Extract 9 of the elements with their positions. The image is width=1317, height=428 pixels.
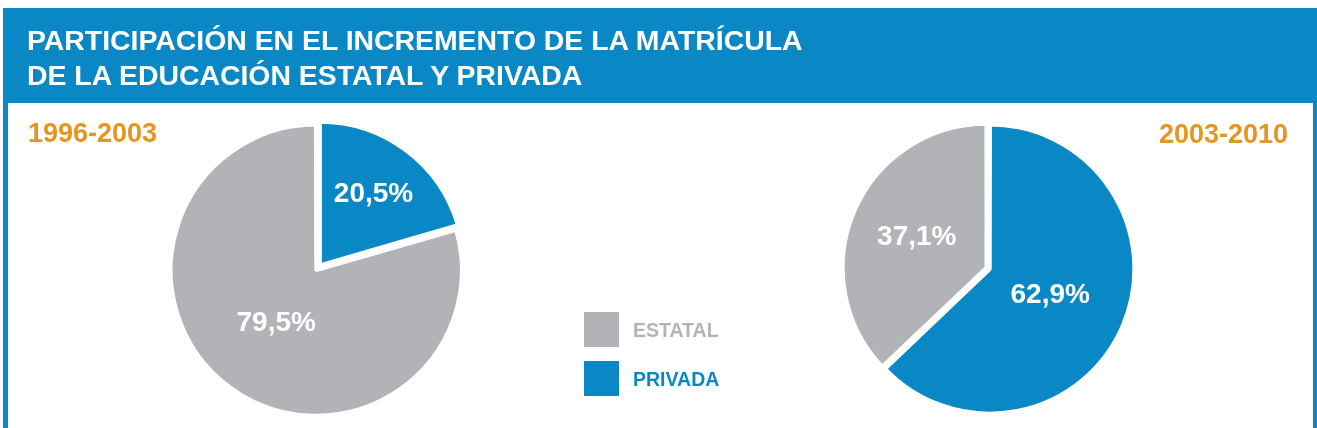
chart-title: PARTICIPACIÓN EN EL INCREMENTO DE LA MATRÍCULA DE LA EDUCACIÓN ESTATAL Y PRIVADA bbox=[27, 23, 803, 93]
legend-label: PRIVADA bbox=[633, 367, 720, 390]
data-label: 37,1% bbox=[877, 219, 957, 251]
data-label: 79,5% bbox=[236, 305, 316, 337]
slice-label: 1996-2003 bbox=[28, 118, 158, 148]
legend-label: ESTATAL bbox=[633, 318, 719, 341]
data-label: 20,5% bbox=[333, 176, 413, 208]
slice-label: 2003-2010 bbox=[1158, 119, 1288, 149]
data-label: 62,9% bbox=[1010, 277, 1091, 309]
